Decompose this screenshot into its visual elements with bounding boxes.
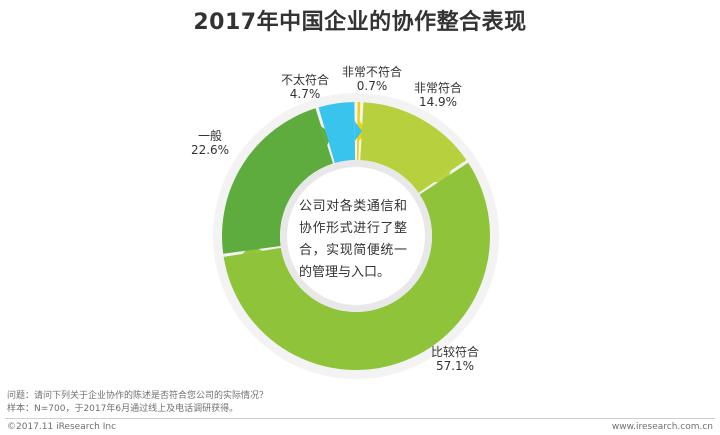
footer-divider bbox=[5, 418, 715, 419]
value-very-consistent: 14.9% bbox=[419, 95, 457, 109]
website: www.iresearch.com.cn bbox=[611, 422, 713, 432]
label-not-very-consistent: 不太符合 bbox=[281, 72, 329, 87]
slice-fairly-consistent bbox=[223, 162, 491, 370]
center-statement: 公司对各类通信和协作形式进行了整合，实现简便统一的管理与入口。 bbox=[299, 199, 407, 280]
donut-hole bbox=[287, 167, 425, 305]
label-neutral: 一般 bbox=[198, 128, 222, 143]
value-fairly-consistent: 57.1% bbox=[436, 359, 474, 373]
slice-not-very-consistent bbox=[318, 102, 356, 164]
label-fairly-consistent: 比较符合 bbox=[431, 344, 479, 359]
copyright: ©2017.11 iResearch Inc bbox=[7, 422, 117, 432]
value-very-inconsistent: 0.7% bbox=[357, 79, 388, 93]
footnote-question: 问题：请问下列关于企业协作的陈述是否符合您公司的实际情况？ bbox=[7, 391, 269, 401]
chart-title: 2017年中国企业的协作整合表现 bbox=[193, 10, 527, 35]
footnote-sample: 样本：N=700，于2017年6月通过线上及电话调研获得。 bbox=[7, 404, 239, 414]
value-neutral: 22.6% bbox=[191, 143, 229, 157]
value-not-very-consistent: 4.7% bbox=[290, 87, 321, 101]
label-very-inconsistent: 非常不符合 bbox=[342, 64, 402, 79]
slice-arrow-not-very-consistent bbox=[354, 121, 363, 142]
slice-neutral bbox=[222, 108, 334, 254]
label-very-consistent: 非常符合 bbox=[414, 80, 462, 95]
slice-very-consistent bbox=[360, 102, 467, 193]
